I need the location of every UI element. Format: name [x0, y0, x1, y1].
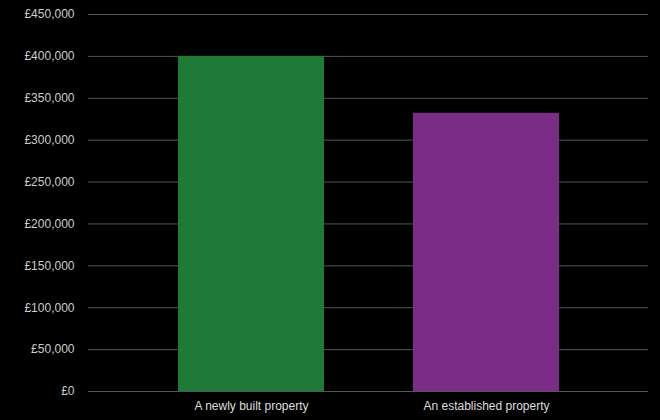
svg-text:£400,000: £400,000 — [24, 49, 74, 63]
svg-text:£100,000: £100,000 — [24, 301, 74, 315]
svg-text:£200,000: £200,000 — [24, 217, 74, 231]
svg-text:£150,000: £150,000 — [24, 259, 74, 273]
svg-text:£450,000: £450,000 — [24, 7, 74, 21]
svg-text:£350,000: £350,000 — [24, 91, 74, 105]
svg-text:£300,000: £300,000 — [24, 133, 74, 147]
svg-text:A newly built property: A newly built property — [194, 399, 308, 413]
svg-text:An established property: An established property — [423, 399, 549, 413]
svg-text:£0: £0 — [61, 384, 75, 398]
svg-text:£50,000: £50,000 — [31, 342, 75, 356]
svg-text:£250,000: £250,000 — [24, 175, 74, 189]
